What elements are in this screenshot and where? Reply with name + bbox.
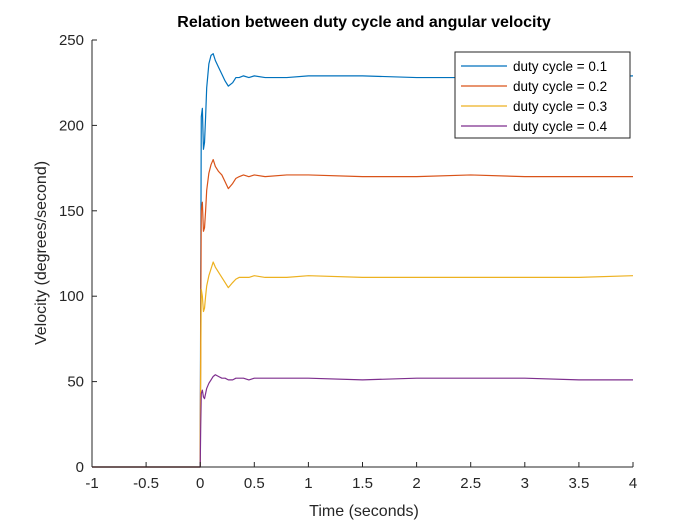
x-tick-label: 3 (521, 475, 529, 492)
x-tick-label: 1 (304, 475, 312, 492)
legend-entry: duty cycle = 0.3 (513, 99, 607, 114)
y-tick-label: 150 (59, 203, 84, 220)
x-tick-label: 3.5 (568, 475, 589, 492)
y-tick-label: 0 (76, 459, 84, 476)
x-tick-label: 4 (629, 475, 637, 492)
y-tick-label: 100 (59, 288, 84, 305)
x-tick-label: -0.5 (133, 475, 159, 492)
legend-entry: duty cycle = 0.4 (513, 119, 608, 134)
y-tick-label: 50 (67, 374, 84, 391)
x-axis-label: Time (seconds) (309, 503, 419, 520)
x-tick-label: -1 (85, 475, 98, 492)
chart-title: Relation between duty cycle and angular … (177, 14, 551, 31)
y-tick-label: 200 (59, 117, 84, 134)
x-tick-label: 0.5 (244, 475, 265, 492)
x-tick-label: 2.5 (460, 475, 481, 492)
x-tick-label: 0 (196, 475, 204, 492)
legend-entry: duty cycle = 0.2 (513, 79, 607, 94)
y-tick-label: 250 (59, 32, 84, 49)
legend: duty cycle = 0.1 duty cycle = 0.2 duty cyc… (454, 51, 631, 139)
x-tick-label: 2 (412, 475, 420, 492)
series-line-4 (92, 374, 633, 468)
series-line-3 (92, 261, 634, 468)
y-axis-label: Velocity (degrees/second) (33, 161, 50, 345)
legend-entry: duty cycle = 0.1 (513, 59, 607, 74)
x-tick-label: 1.5 (352, 475, 373, 492)
series-line-2 (92, 158, 633, 468)
series-line-1 (92, 53, 634, 468)
